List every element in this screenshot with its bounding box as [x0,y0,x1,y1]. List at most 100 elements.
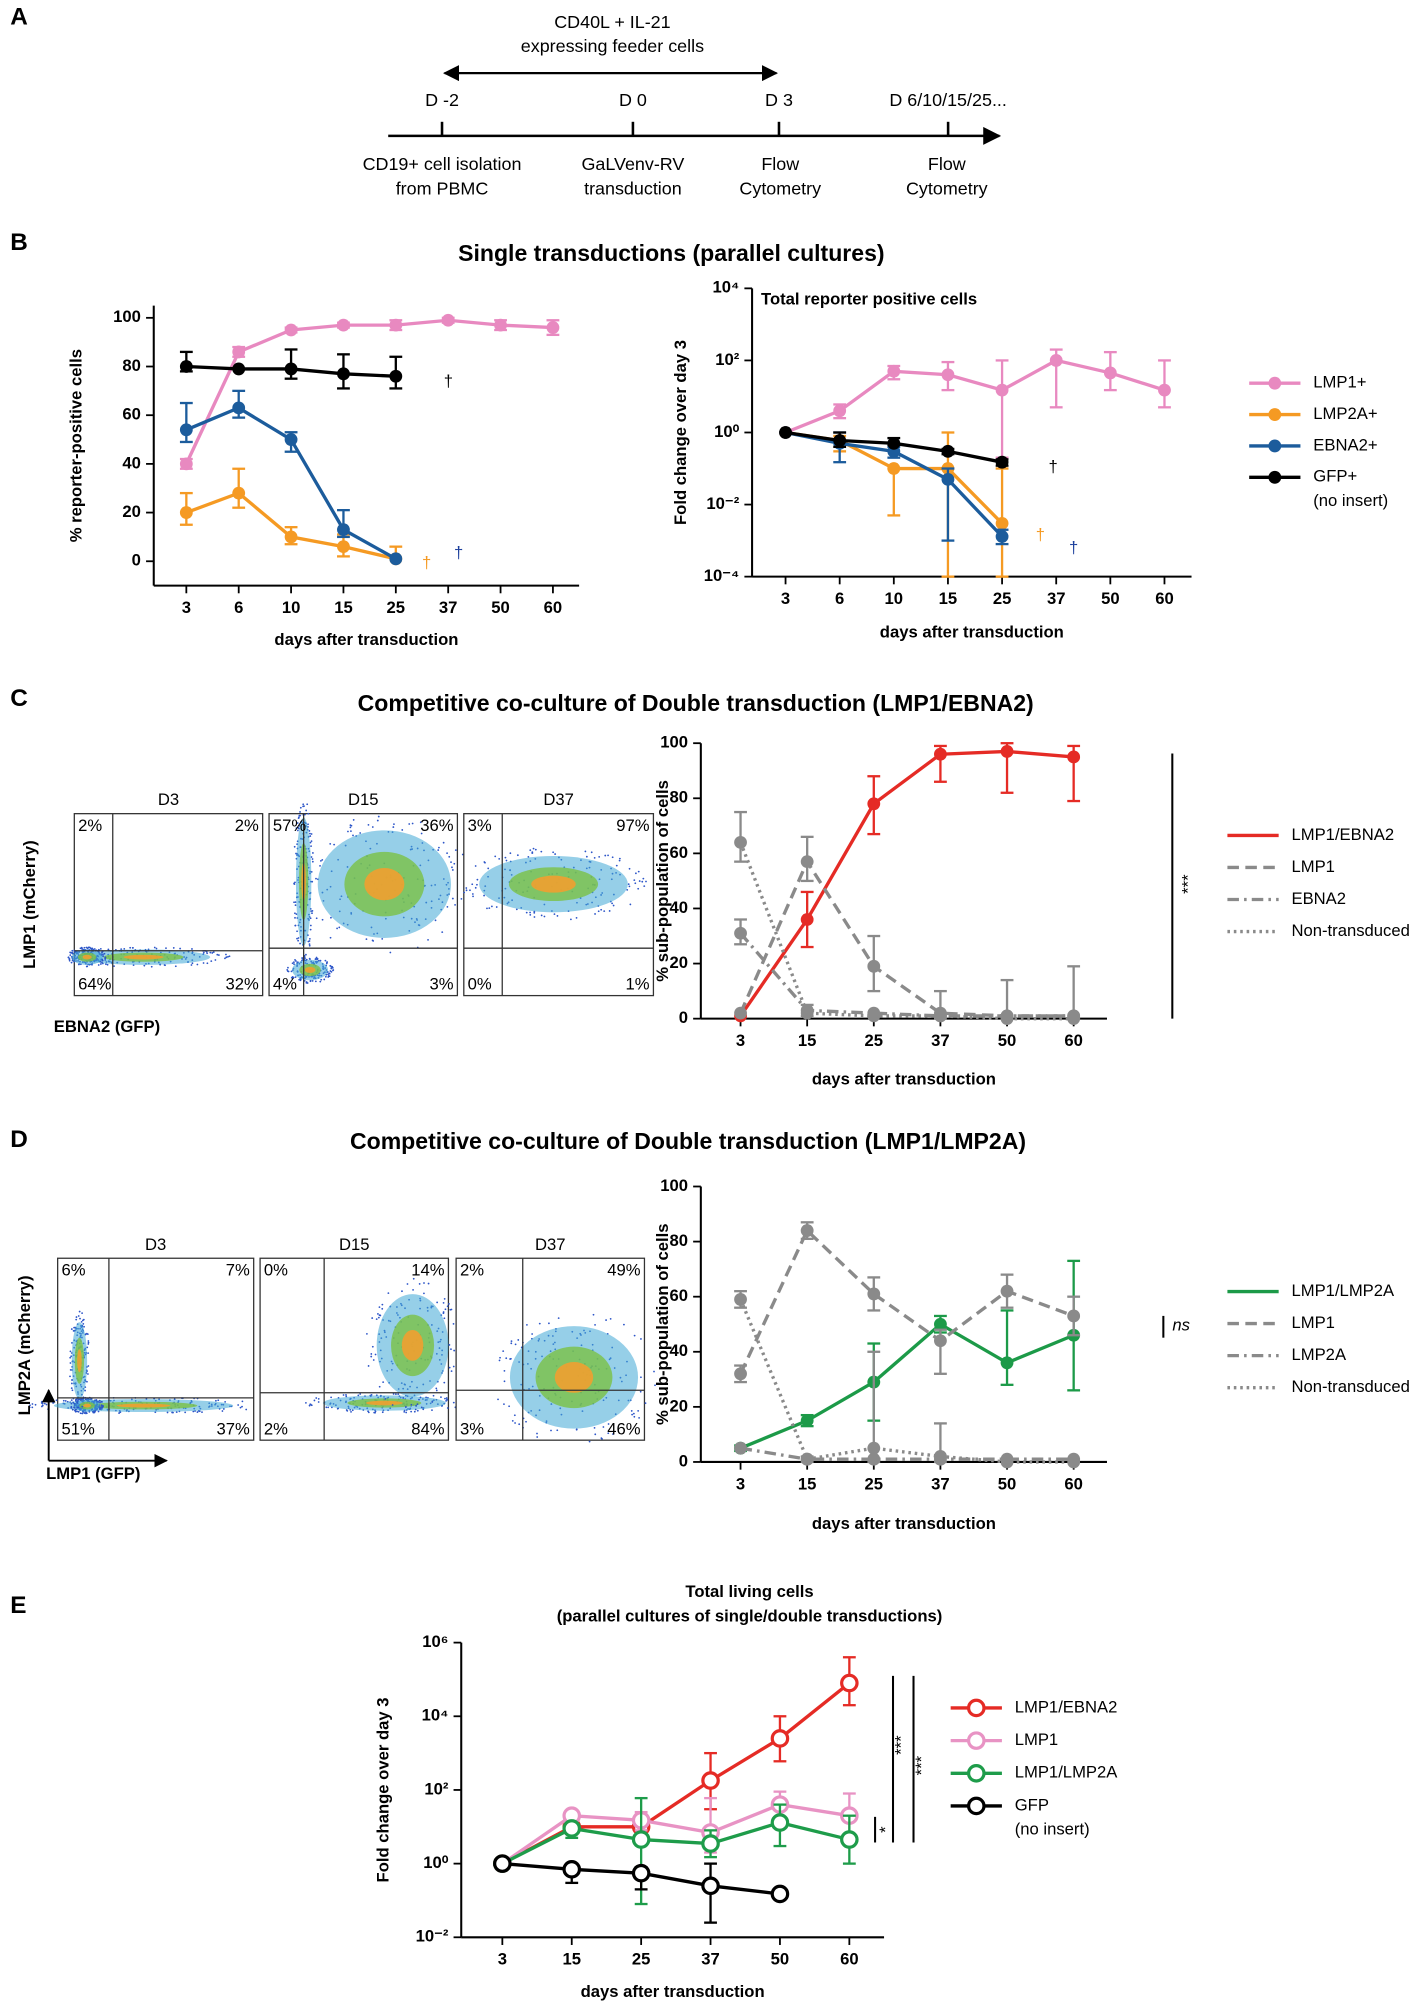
series-line [738,841,1074,1021]
flow-dot [350,830,352,833]
flow-dot [618,857,621,860]
y-tick-label: 60 [670,843,689,862]
flow-dot [600,908,603,911]
flow-dot [97,1410,100,1413]
flow-dot [594,1433,597,1436]
annotation: † [422,553,431,572]
flow-dot [308,944,311,947]
flow-dot [420,832,423,835]
y-tick-label: 100 [660,733,688,752]
flow-dot [102,1405,104,1408]
x-axis-label: days after transduction [812,1070,996,1089]
quadrant-percent: 2% [264,1419,288,1438]
flow-dot [349,824,352,827]
flow-dot [448,1344,451,1346]
flow-dot [392,1393,395,1395]
flow-dot [451,897,454,900]
flow-dot [70,1399,73,1401]
flow-dot [608,910,611,912]
flow-dot [305,981,308,983]
flow-dot [374,1411,376,1414]
y-tick-label: 10² [715,350,740,369]
flow-dot [221,1410,224,1412]
data-point [734,1006,747,1020]
quadrant-percent: 36% [420,816,454,835]
flow-dot [536,1436,539,1438]
flow-dot [427,1282,430,1285]
flow-dot [594,913,596,915]
flow-dot [83,946,86,949]
flow-density [116,1403,171,1408]
flow-dot [405,1411,408,1414]
flow-dot [420,1406,423,1409]
data-point [389,318,403,332]
flow-dot [476,878,479,881]
data-point [1000,1012,1014,1026]
legend-label: EBNA2+ [1313,435,1377,454]
panel-label: E [10,1592,26,1619]
flow-dot [82,1322,85,1325]
flow-dot [329,936,332,939]
flow-dot [504,856,507,859]
panel-label: C [10,685,28,712]
data-point [337,367,350,381]
quadrant-percent: 2% [235,816,259,835]
flow-dot [227,955,229,958]
flow-dot [191,948,193,950]
flow-dot [556,915,559,917]
flow-dot [99,948,102,950]
flow-density [82,954,92,960]
flow-dot [99,1401,101,1404]
flow-dot [381,1303,384,1306]
flow-dot [443,1317,446,1320]
flow-dot [241,1400,244,1403]
flow-dot [584,850,587,853]
x-tick-label: 50 [771,1950,790,1969]
legend-label: LMP2A [1291,1345,1346,1364]
flow-dot [84,1412,87,1415]
flow-dot [77,1315,80,1317]
flow-plot: D37 2% 49% 3% 46% [455,1235,656,1443]
event-label: Flow [928,154,966,174]
flow-dot [304,957,306,960]
flow-dot [465,889,468,892]
data-point [770,1884,790,1904]
flow-dot [106,963,109,966]
x-tick-label: 50 [491,598,510,617]
y-tick-label: 40 [122,453,141,472]
flow-dot [640,1338,642,1340]
data-point [179,457,193,471]
flow-dot [209,951,212,954]
legend-marker [967,1764,986,1783]
flow-density [554,1362,594,1393]
flow-dot [514,1343,517,1346]
data-point [284,362,298,376]
legend-label: GFP+ [1313,467,1357,486]
day-label: D 0 [619,90,647,110]
data-point [232,486,246,500]
flow-dot [302,803,305,806]
flow-dot [377,1313,379,1315]
flow-dot [510,1342,513,1345]
flow-dot [365,938,368,941]
annotation: ns [1172,1316,1190,1335]
flow-dot [536,1432,538,1435]
data-point [867,1009,881,1023]
quadrant-percent: 1% [626,975,650,994]
flow-dot [371,1317,374,1319]
flow-dot [71,1408,74,1411]
data-point [701,1771,720,1790]
flow-dot [525,1420,527,1423]
flow-dot [45,1403,48,1406]
flow-dot [472,895,474,898]
flow-dot [224,957,226,960]
flow-dot [531,852,534,855]
flow-dot [382,1381,385,1384]
flow-dot [638,880,641,882]
flow-dot [308,938,311,940]
flow-dot [311,912,313,915]
flow-dot [631,1413,634,1416]
flow-dot [212,951,215,954]
legend-label: LMP1/EBNA2 [1291,825,1394,844]
